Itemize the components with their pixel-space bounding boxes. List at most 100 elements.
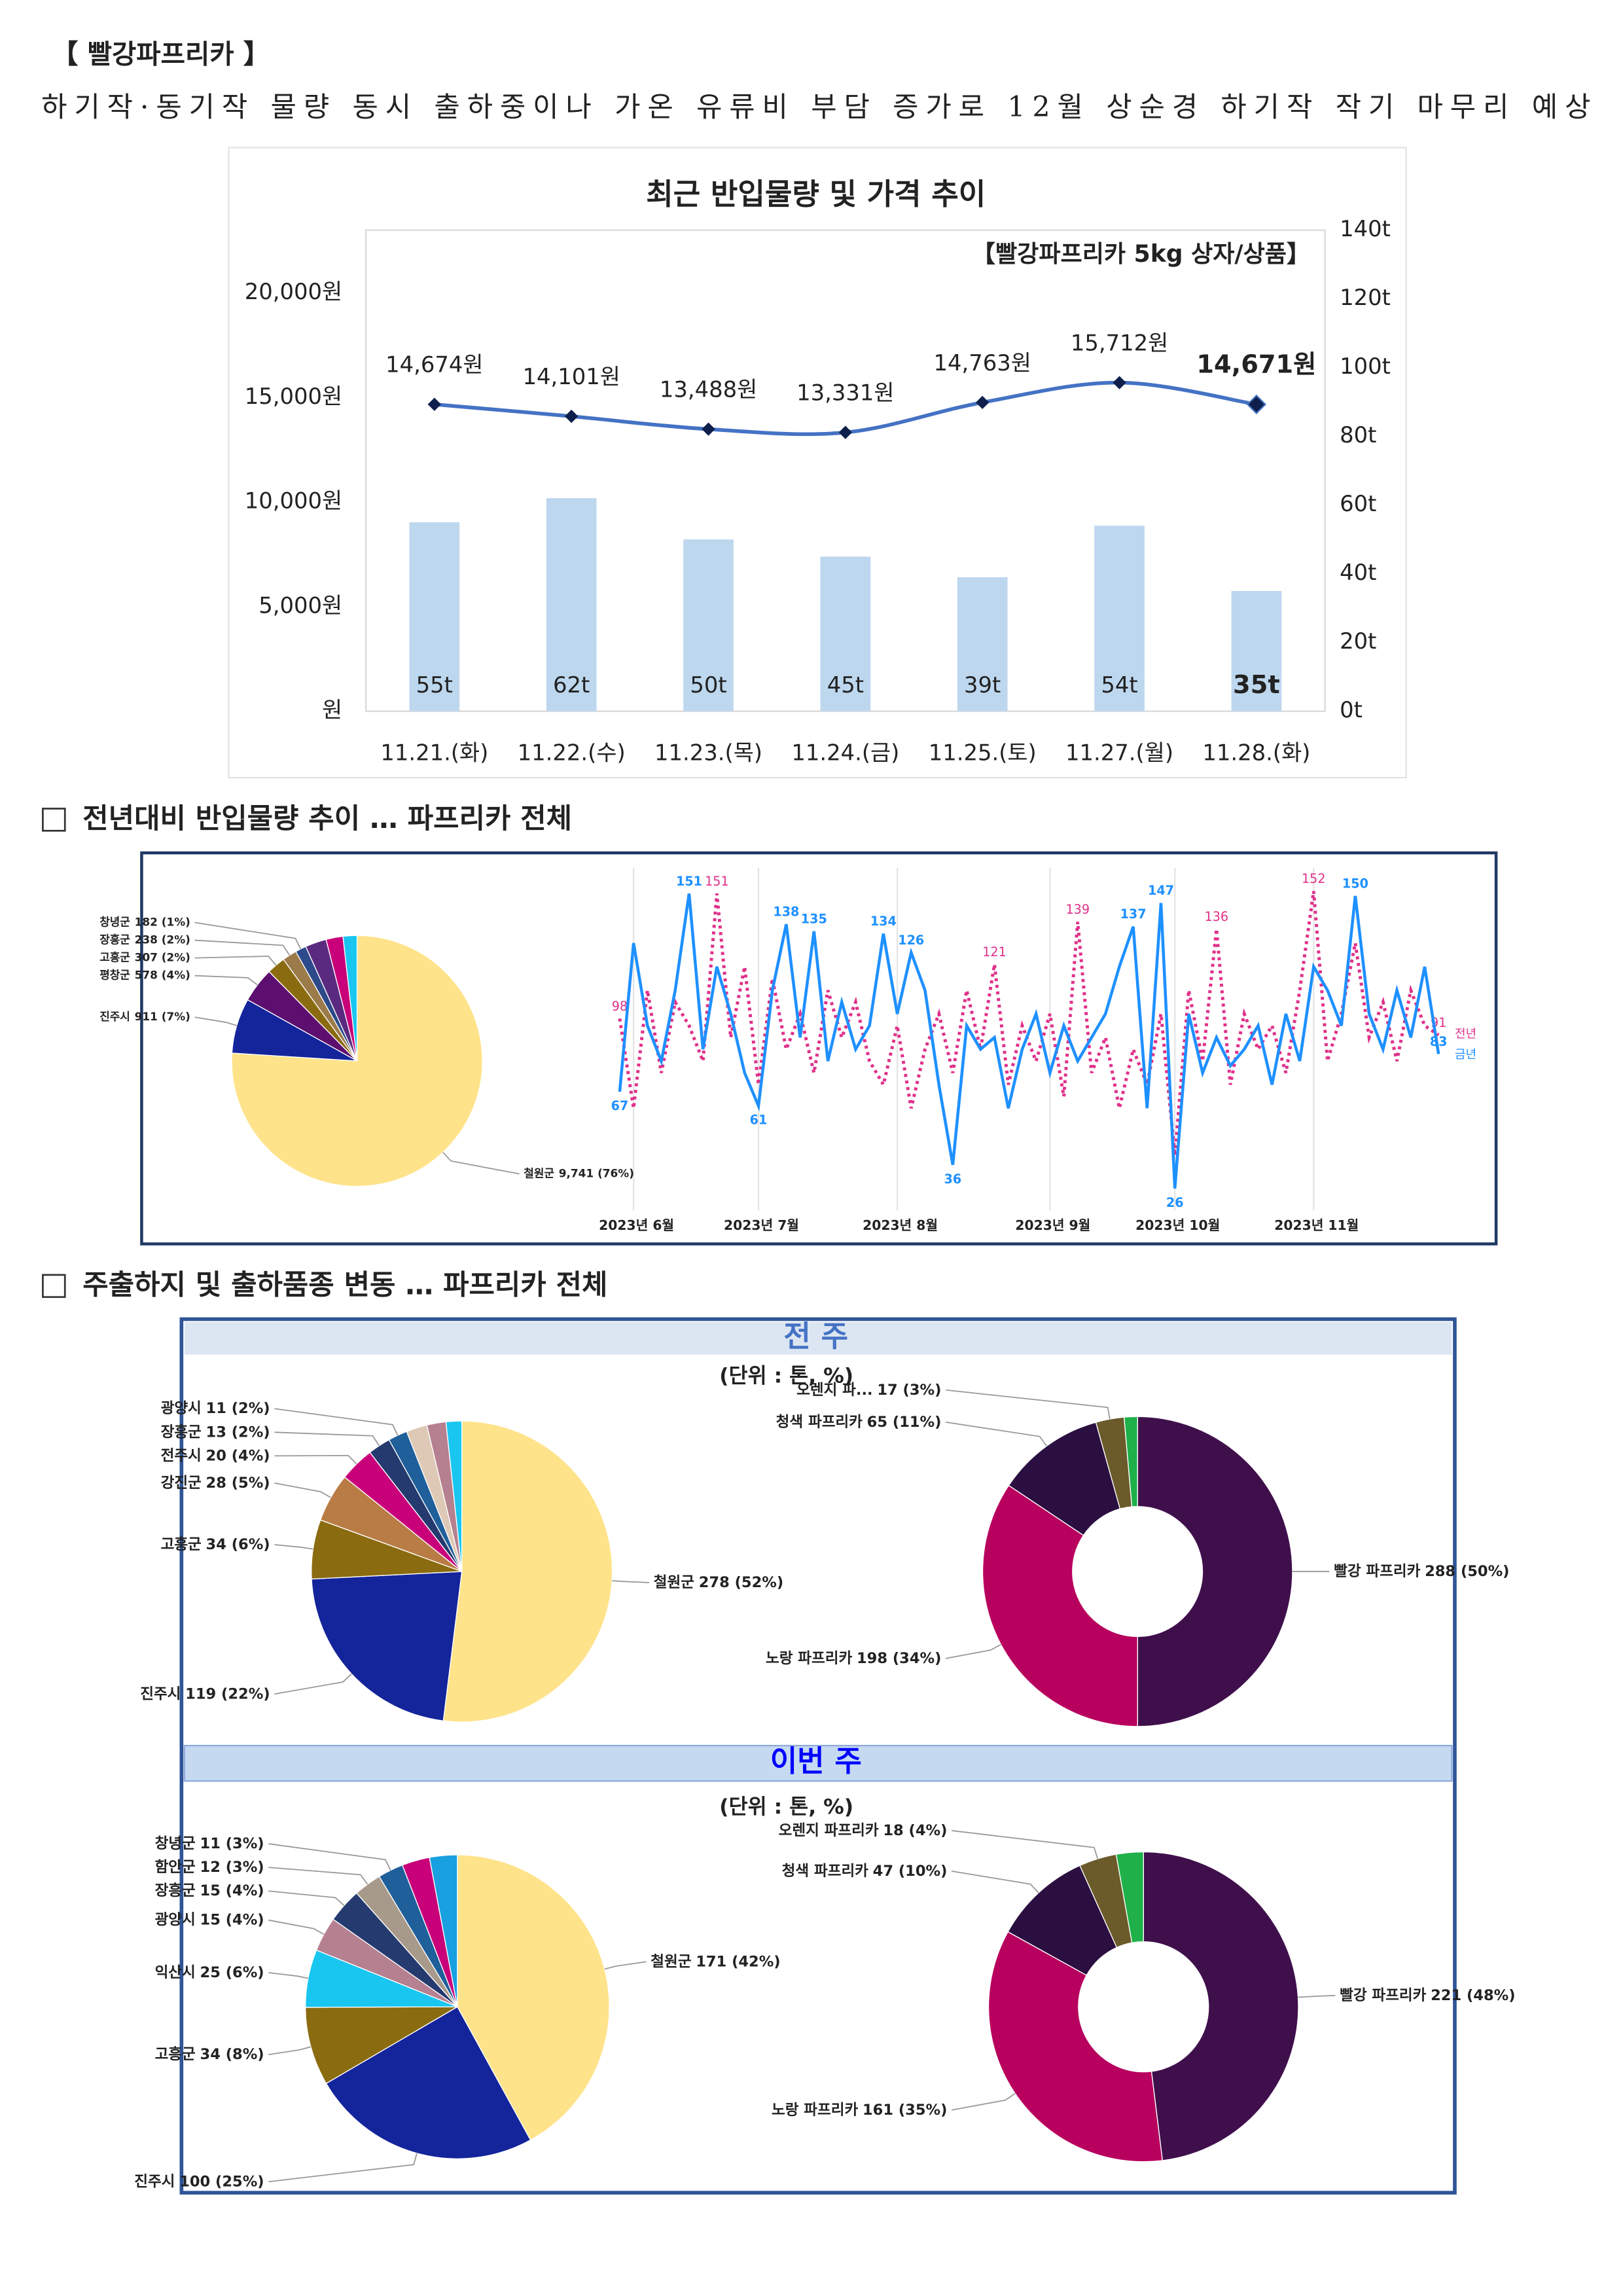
slice-value: 28 (5%) [206,1474,270,1491]
price-label: 14,674원 [385,352,483,378]
y-tick-label: 10,000원 [245,488,342,514]
slice-name: 고흥군 [99,951,130,964]
donut-slice [1008,1422,1121,1536]
leader-line [274,1544,313,1550]
series-line [618,891,1440,1156]
slice-label: 철원군 171 (42%) [651,1953,780,1970]
price-label: 13,331원 [796,380,894,406]
series-line [618,893,1440,1189]
point-label: 136 [1205,909,1229,924]
donut-slice [1115,1851,1144,1944]
price-label: 14,763원 [934,350,1031,376]
point-label: 67 [611,1098,629,1113]
slice-name: 노랑 파프리카 [772,2101,858,2118]
slice-name: 빨강 파프리카 [1340,1986,1426,2003]
slice-label: 철원군 9,741 (76%) [524,1167,634,1180]
slice-name: 고흥군 [155,2046,196,2063]
slice-name: 전주시 [161,1447,202,1464]
slice-label: 청색 파프리카 65 (11%) [776,1413,942,1430]
y2-tick-label: 100t [1340,353,1391,379]
slice-label: 진주시 911 (7%) [99,1010,190,1023]
slice-name: 광양시 [161,1400,202,1417]
leader-line [194,1016,238,1026]
leader-line [604,1961,647,1970]
slice-name: 빨강 파프리카 [1334,1563,1420,1580]
leader-line [274,1482,331,1498]
leader-line [274,1673,352,1695]
bar-label: 54t [1101,672,1137,698]
slice-label: 전주시 20 (4%) [161,1447,270,1464]
legend-label: 금년 [1455,1048,1476,1062]
slice-value: 17 (3%) [877,1381,941,1398]
donut-slice [1137,1416,1293,1727]
leader-line [268,1843,391,1871]
unit-label: (단위 : 톤, %) [719,1795,853,1819]
slice-value: 65 (11%) [867,1413,942,1430]
leader-line [612,1580,650,1583]
slice-value: 15 (4%) [200,1911,264,1928]
pie-slice [429,1854,458,2007]
bar-label: 45t [827,672,864,698]
slice-name: 함안군 [155,1859,196,1876]
point-label: 152 [1302,871,1326,886]
x-tick-label: 2023년 6월 [599,1217,674,1233]
panel-title: 전 주 [783,1319,848,1354]
slice-value: 15 (4%) [200,1882,264,1899]
slice-value: 307 (2%) [135,951,190,964]
y2-tick-label: 40t [1340,560,1376,585]
summary: 하기작·동기작 물량 동시 출하중이나 가온 유류비 부담 증가로 12월 상순… [41,91,1590,124]
slice-label: 광양시 15 (4%) [155,1911,264,1928]
slice-value: 911 (7%) [135,1010,190,1023]
x-tick-label: 11.25.(토) [929,740,1037,766]
point-label: 147 [1148,883,1174,898]
point-label: 121 [982,944,1007,960]
x-tick-label: 2023년 11월 [1274,1217,1359,1233]
slice-label: 강진군 28 (5%) [161,1474,270,1491]
bar [683,539,734,711]
donut-slice [1143,1851,1299,2161]
point-label: 135 [801,911,827,926]
slice-label: 평창군 578 (4%) [99,969,190,982]
bar [1231,590,1282,711]
slice-name: 창녕군 [99,916,130,929]
point-label: 26 [1166,1195,1184,1210]
slice-value: 238 (2%) [135,933,190,946]
slice-name: 노랑 파프리카 [766,1649,852,1666]
bar [1094,526,1145,711]
slice-value: 20 (4%) [206,1447,270,1464]
slice-value: 12 (3%) [200,1859,264,1876]
slice-name: 강진군 [161,1474,202,1491]
slice-label: 고흥군 34 (6%) [161,1536,270,1553]
price-marker [976,395,990,410]
leader-line [268,1890,345,1907]
slice-label: 빨강 파프리카 288 (50%) [1334,1563,1509,1580]
slice-label: 장흥군 15 (4%) [155,1882,264,1899]
slice-name: 오렌지 파... [796,1381,872,1398]
price-label: 15,712원 [1071,330,1168,355]
bar [820,556,871,711]
slice-value: 288 (50%) [1425,1563,1509,1580]
slice-value: 119 (22%) [185,1685,270,1702]
y-tick-label: 15,000원 [245,384,342,409]
leader-line [194,939,291,956]
panel-header [184,1322,1452,1355]
price-label: 14,101원 [522,364,620,389]
x-tick-label: 11.21.(화) [380,740,488,766]
y2-tick-label: 20t [1340,628,1376,654]
slice-name: 익산시 [155,1964,196,1981]
pie-slice [457,1854,610,2141]
x-tick-label: 11.27.(월) [1065,740,1173,766]
y2-tick-label: 120t [1340,285,1391,310]
slice-label: 창녕군 182 (1%) [99,916,190,929]
slice-label: 창녕군 11 (3%) [155,1835,264,1852]
y2-tick-label: 140t [1340,216,1391,242]
slice-label: 함안군 12 (3%) [155,1859,264,1876]
slice-name: 창녕군 [155,1835,196,1852]
section-heading: 전년대비 반입물량 추이 … 파프리카 전체 [82,802,572,835]
y-tick-label: 원 [322,697,342,723]
price-marker [702,422,715,436]
legend-label: 전년 [1455,1027,1476,1041]
slice-name: 고흥군 [161,1536,202,1553]
slice-label: 청색 파프리카 47 (10%) [782,1862,948,1879]
leader-line [268,2046,312,2055]
